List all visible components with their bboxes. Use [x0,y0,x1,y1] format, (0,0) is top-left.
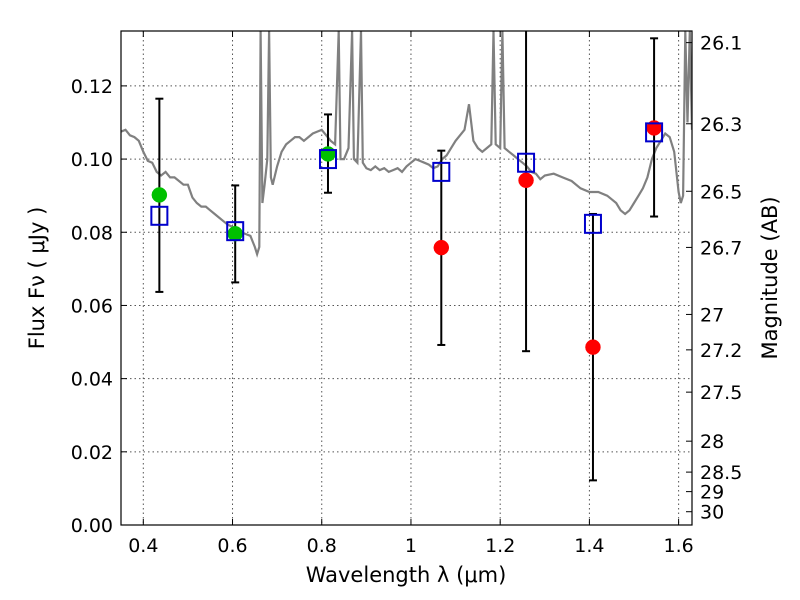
x-tick-label: 1.6 [664,535,694,557]
y2-tick-label: 27.2 [700,340,742,362]
error-bars [155,31,659,482]
x-tick-label: 1 [405,535,417,557]
y-tick-label: 0.04 [71,369,113,391]
model-square-point [318,149,337,170]
y-tick-label: 0.08 [71,222,113,244]
y2-tick-label: 26.1 [700,33,742,55]
y2-tick-label: 28 [700,431,724,453]
x-tick-label: 1.4 [574,535,604,557]
model-square-point [517,152,536,173]
y2-axis-label: Magnitude (AB) [758,196,782,359]
model-square-point [583,213,602,234]
y2-tick-label: 26.3 [700,114,742,136]
red-point [433,239,450,256]
y2-tick-label: 28.5 [700,462,742,484]
model-square-point [226,221,245,242]
y2-tick-label: 30 [700,502,724,524]
data-markers [150,120,664,355]
red-point [518,172,534,189]
model-square-point [432,161,451,182]
template-spectrum-line [121,31,692,258]
model-square-point [150,205,169,226]
y-tick-label: 0.12 [71,76,113,98]
y-tick-label: 0.02 [71,442,113,464]
x-axis-label: Wavelength λ (μm) [306,563,507,587]
y-tick-label: 0.06 [71,295,113,317]
grid-lines [121,31,692,526]
axis-ticks [121,31,692,526]
y2-tick-label: 26.7 [700,237,742,259]
y-tick-label: 0.00 [71,515,113,537]
y2-tick-label: 29 [700,482,724,504]
plot-area [121,31,692,482]
y2-tick-label: 27 [700,304,724,326]
tick-labels: 0.4 0.6 0.8 1 1.2 1.4 1.6 0.00 0.02 0.04 0.06 0.08 0… [71,33,743,557]
plot-frame [120,30,693,526]
green-point [320,146,336,162]
y2-tick-label: 27.5 [700,382,742,404]
red-point [585,339,601,355]
y-tick-label: 0.10 [71,149,113,171]
x-tick-label: 0.6 [217,535,247,557]
green-point [227,225,243,242]
green-point [151,187,168,203]
model-square-point [645,122,664,143]
y2-tick-label: 26.5 [700,181,742,203]
x-tick-label: 0.8 [307,535,337,557]
x-tick-label: 1.2 [485,535,515,557]
x-tick-label: 0.4 [128,535,158,557]
y-axis-label: Flux Fν ( μJy ) [25,207,49,350]
